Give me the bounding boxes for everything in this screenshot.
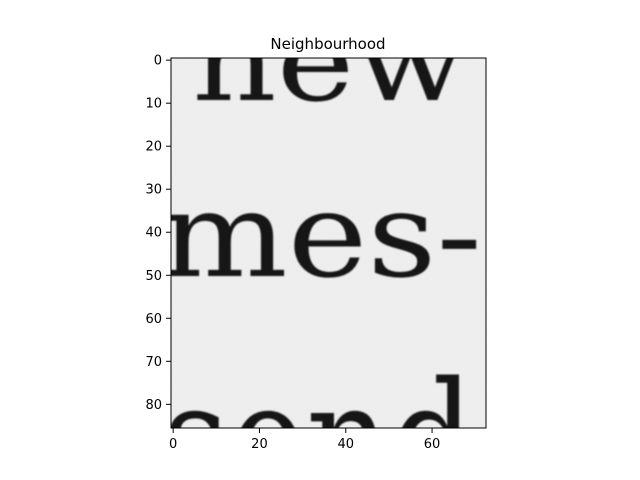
y-tick-label: 0 — [154, 54, 162, 69]
x-tick-label: 20 — [251, 437, 268, 452]
y-tick-label: 20 — [145, 140, 162, 155]
x-axis-ticks: 0 20 40 60 — [169, 428, 440, 452]
y-tick-label: 50 — [145, 269, 162, 284]
word-new: new — [192, 0, 467, 127]
axes-frame — [170, 57, 487, 429]
chart-title: Neighbourhood — [270, 35, 385, 53]
y-tick-label: 30 — [145, 183, 162, 198]
y-tick-label: 60 — [145, 312, 162, 327]
y-tick-label: 80 — [145, 398, 162, 413]
paper-grain — [171, 58, 486, 428]
x-tick-label: 0 — [169, 437, 177, 452]
word-send: send — [162, 347, 474, 480]
x-tick-label: 60 — [424, 437, 441, 452]
x-tick-label: 40 — [337, 437, 354, 452]
y-tick-label: 40 — [145, 226, 162, 241]
image-panel: new mes- send — [160, 0, 486, 480]
y-tick-label: 70 — [145, 355, 162, 370]
word-mes: mes- — [160, 166, 482, 304]
y-axis-ticks: 0 10 20 30 40 50 60 70 80 — [145, 54, 171, 413]
y-tick-label: 10 — [145, 97, 162, 112]
